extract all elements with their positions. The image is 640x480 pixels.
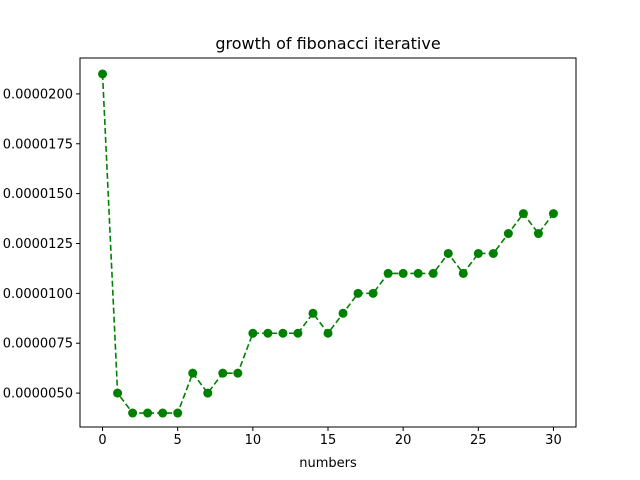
data-point (188, 368, 198, 378)
data-point (158, 408, 168, 418)
x-axis-label: numbers (299, 456, 357, 471)
x-tick-label: 15 (320, 433, 337, 448)
data-point (473, 248, 483, 258)
y-tick-label: 0.0000075 (3, 337, 73, 352)
data-point (398, 268, 408, 278)
data-point (413, 268, 423, 278)
data-point (353, 288, 363, 298)
series-layer (98, 69, 558, 418)
data-point (263, 328, 273, 338)
data-point (278, 328, 288, 338)
data-point (173, 408, 183, 418)
data-point (548, 209, 558, 219)
data-point (323, 328, 333, 338)
x-tick-label: 25 (470, 433, 487, 448)
x-tick-label: 30 (545, 433, 562, 448)
data-point (113, 388, 123, 398)
data-point (428, 268, 438, 278)
y-tick-label: 0.0000125 (3, 237, 73, 252)
data-point (443, 248, 453, 258)
y-tick-label: 0.0000200 (3, 87, 73, 102)
data-point (383, 268, 393, 278)
data-point (458, 268, 468, 278)
data-point (233, 368, 243, 378)
data-point (248, 328, 258, 338)
y-tick-label: 0.0000050 (3, 387, 73, 402)
data-point (98, 69, 108, 79)
data-point (533, 229, 543, 239)
y-axis: 0.0000050 0.0000075 0.0000100 0.0000125 0.00… (3, 87, 80, 402)
x-tick-label: 20 (395, 433, 412, 448)
x-axis: 0 5 10 15 20 25 30 (98, 427, 562, 448)
data-point (293, 328, 303, 338)
data-point (338, 308, 348, 318)
chart-title: growth of fibonacci iterative (215, 34, 440, 53)
y-tick-label: 0.0000100 (3, 287, 73, 302)
x-tick-label: 0 (98, 433, 106, 448)
data-point (218, 368, 228, 378)
data-point (503, 229, 513, 239)
data-point (518, 209, 528, 219)
data-point (203, 388, 213, 398)
x-tick-label: 5 (174, 433, 182, 448)
data-point (143, 408, 153, 418)
x-tick-label: 10 (245, 433, 262, 448)
data-point (308, 308, 318, 318)
y-tick-label: 0.0000150 (3, 187, 73, 202)
data-point (488, 248, 498, 258)
data-point (368, 288, 378, 298)
data-point (128, 408, 138, 418)
y-tick-label: 0.0000175 (3, 137, 73, 152)
